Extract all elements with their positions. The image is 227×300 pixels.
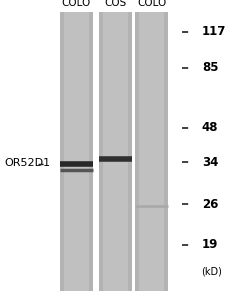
Bar	[127, 12, 131, 291]
Text: 34: 34	[201, 155, 217, 169]
Text: COLO: COLO	[62, 0, 91, 8]
Bar	[98, 12, 131, 291]
Text: 85: 85	[201, 61, 217, 74]
Bar	[163, 12, 168, 291]
Text: OR52D1: OR52D1	[5, 158, 50, 169]
Text: 117: 117	[201, 25, 225, 38]
Text: COLO: COLO	[136, 0, 165, 8]
Text: 26: 26	[201, 197, 217, 211]
Bar	[59, 12, 64, 291]
Bar	[135, 12, 138, 291]
Bar	[59, 12, 93, 291]
Bar	[89, 12, 93, 291]
Bar	[98, 12, 102, 291]
Text: COS: COS	[104, 0, 126, 8]
Bar	[135, 12, 168, 291]
Text: 19: 19	[201, 238, 217, 251]
Text: 48: 48	[201, 121, 217, 134]
Text: (kD): (kD)	[200, 266, 221, 277]
